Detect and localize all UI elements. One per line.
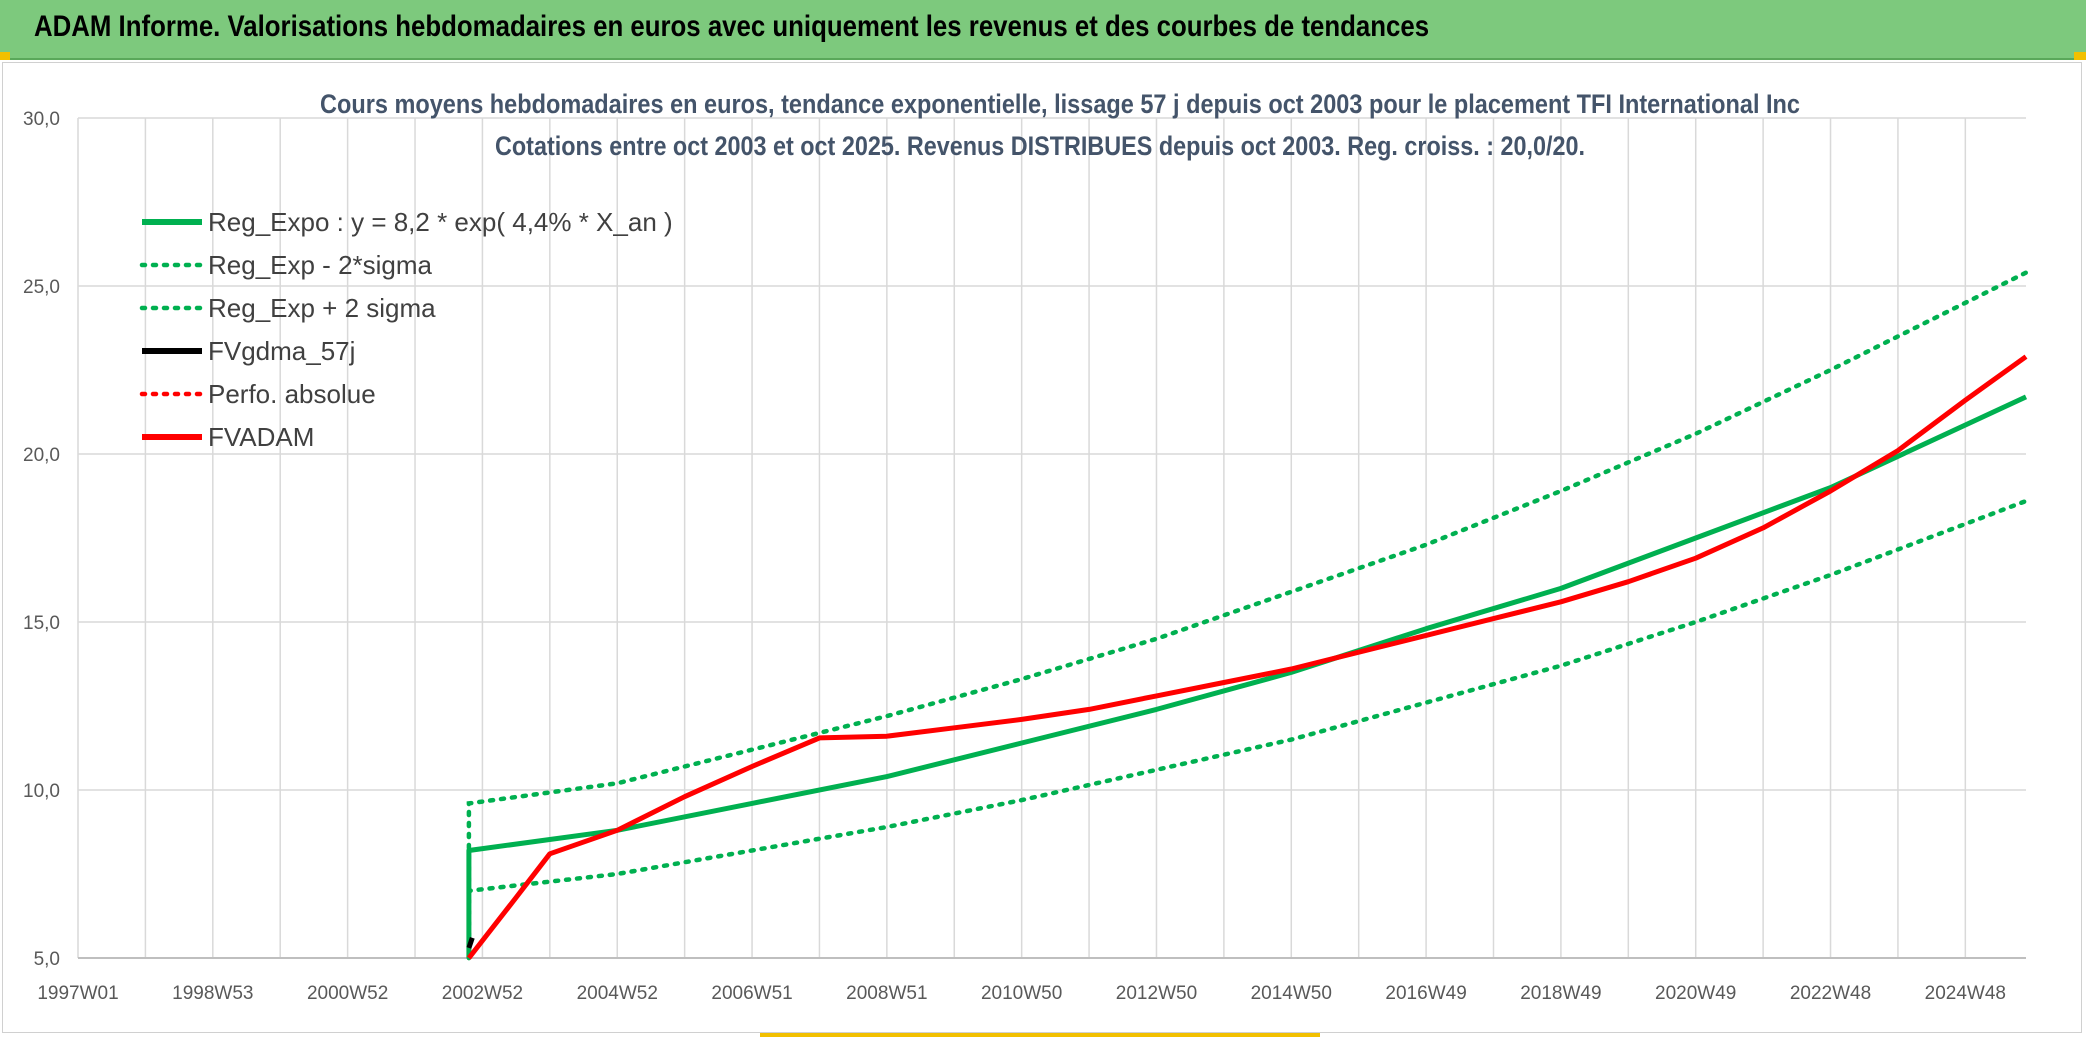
y-tick-label: 20,0 [23,445,60,466]
series-line-1 [466,498,2029,961]
series-line-3 [466,937,475,949]
x-tick-label: 2008W51 [846,983,927,1004]
chart-subtitle: Cotations entre oct 2003 et oct 2025. Re… [495,131,1585,161]
legend-label: Reg_Expo : y = 8,2 * exp( 4,4% * X_an ) [208,207,673,237]
legend-label: Reg_Exp + 2 sigma [208,293,436,323]
series-lines [466,270,2029,961]
legend-label: Reg_Exp - 2*sigma [208,250,433,280]
x-tick-label: 2002W52 [442,983,523,1004]
report-title: ADAM Informe. Valorisations hebdomadaire… [34,10,1430,43]
y-tick-label: 30,0 [23,109,60,130]
legend-label: FVgdma_57j [208,336,355,366]
x-tick-label: 2006W51 [711,983,792,1004]
x-tick-label: 2020W49 [1655,983,1736,1004]
y-tick-label: 10,0 [23,781,60,802]
series-line-5 [466,354,2028,960]
grid-lines [77,117,2026,959]
legend: Reg_Expo : y = 8,2 * exp( 4,4% * X_an ) R… [139,207,673,452]
x-tick-label: 2016W49 [1385,983,1466,1004]
legend-label: FVADAM [208,422,314,452]
x-tick-label: 2018W49 [1520,983,1601,1004]
y-tick-label: 5,0 [34,949,60,970]
axes: 5,0 10,0 15,0 20,0 25,0 30,0 1997W01 1998W53 200… [23,109,2026,1004]
accent-bar-bottom [760,1033,1320,1037]
x-tick-label: 2022W48 [1790,983,1871,1004]
x-tick-label: 1998W53 [172,983,253,1004]
chart-title: Cours moyens hebdomadaires en euros, ten… [320,89,1800,119]
report-banner: ADAM Informe. Valorisations hebdomadaire… [0,0,2086,60]
x-tick-label: 1997W01 [37,983,118,1004]
x-tick-label: 2014W50 [1251,983,1332,1004]
y-tick-label: 15,0 [23,613,60,634]
accent-corner-top-left [0,52,10,60]
x-tick-label: 2012W50 [1116,983,1197,1004]
x-tick-label: 2004W52 [577,983,658,1004]
accent-corner-top-right [2074,52,2086,60]
series-line-2 [466,270,2029,961]
chart-frame [2,62,2082,1033]
x-tick-label: 2010W50 [981,983,1062,1004]
y-tick-label: 25,0 [23,277,60,298]
x-tick-label: 2024W48 [1925,983,2006,1004]
legend-label: Perfo. absolue [208,379,376,409]
x-tick-label: 2000W52 [307,983,388,1004]
